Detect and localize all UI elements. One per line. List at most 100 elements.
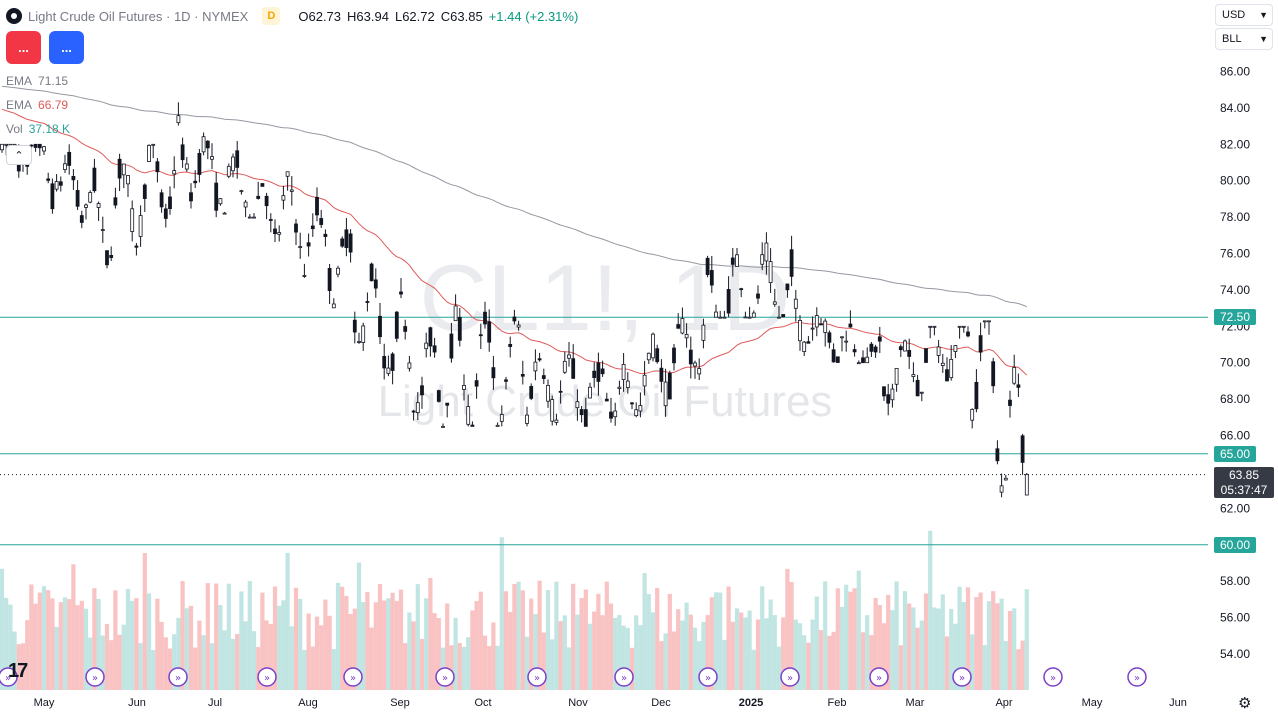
- candle[interactable]: [46, 178, 51, 181]
- candle[interactable]: [701, 324, 706, 341]
- candle[interactable]: [96, 203, 101, 208]
- candle[interactable]: [814, 315, 819, 328]
- candle[interactable]: [957, 325, 962, 328]
- candle[interactable]: [651, 333, 655, 359]
- event-marker-icon[interactable]: [698, 667, 718, 687]
- candle[interactable]: [777, 316, 781, 319]
- price-axis[interactable]: 86.0084.0082.0080.0078.0076.0074.0072.00…: [1220, 65, 1250, 661]
- candle[interactable]: [172, 170, 177, 175]
- candle[interactable]: [58, 181, 63, 186]
- candle[interactable]: [924, 348, 928, 363]
- candle[interactable]: [247, 216, 252, 219]
- candle[interactable]: [529, 386, 534, 399]
- candle[interactable]: [533, 361, 538, 372]
- candle[interactable]: [541, 375, 546, 379]
- candle[interactable]: [882, 386, 886, 397]
- candle[interactable]: [323, 233, 328, 237]
- candle[interactable]: [268, 219, 273, 221]
- event-marker-icon[interactable]: [0, 667, 18, 687]
- candle[interactable]: [487, 321, 492, 343]
- candle[interactable]: [176, 115, 181, 124]
- candle[interactable]: [138, 215, 143, 237]
- candle[interactable]: [457, 316, 462, 341]
- candle[interactable]: [264, 195, 269, 207]
- candle[interactable]: [289, 189, 294, 192]
- candle[interactable]: [483, 311, 487, 325]
- candle[interactable]: [310, 225, 315, 230]
- candle[interactable]: [609, 411, 613, 419]
- candle[interactable]: [730, 257, 735, 265]
- chevron-up-icon[interactable]: ⌃: [6, 145, 32, 165]
- candle[interactable]: [92, 167, 97, 192]
- candle[interactable]: [999, 485, 1004, 493]
- candle[interactable]: [407, 362, 412, 369]
- candle[interactable]: [919, 391, 924, 394]
- candle[interactable]: [646, 352, 651, 361]
- candle[interactable]: [260, 183, 265, 187]
- event-marker-icon[interactable]: [85, 667, 105, 687]
- legend-ema-fast[interactable]: EMA 66.79: [6, 98, 68, 112]
- candle[interactable]: [235, 150, 240, 168]
- candle[interactable]: [903, 340, 907, 352]
- candle[interactable]: [630, 402, 634, 405]
- candle[interactable]: [306, 242, 311, 247]
- event-marker-icon[interactable]: [952, 667, 972, 687]
- candle[interactable]: [835, 356, 840, 363]
- candle[interactable]: [554, 419, 559, 423]
- event-marker-icon[interactable]: [168, 667, 188, 687]
- candle[interactable]: [613, 410, 618, 418]
- candle[interactable]: [441, 425, 445, 428]
- candle[interactable]: [436, 390, 441, 402]
- tradingview-logo-icon[interactable]: 17: [8, 660, 28, 682]
- candle[interactable]: [75, 190, 80, 207]
- candle[interactable]: [147, 144, 151, 162]
- candle[interactable]: [189, 192, 193, 202]
- candle[interactable]: [504, 379, 508, 382]
- candle[interactable]: [508, 344, 513, 347]
- candle[interactable]: [453, 305, 458, 322]
- candle[interactable]: [466, 406, 471, 425]
- candle[interactable]: [760, 254, 765, 265]
- candle[interactable]: [932, 325, 937, 328]
- candle[interactable]: [781, 314, 786, 318]
- candle[interactable]: [420, 385, 424, 396]
- candle[interactable]: [298, 246, 303, 248]
- candle[interactable]: [126, 175, 130, 185]
- event-marker-icon[interactable]: [435, 667, 455, 687]
- candle[interactable]: [840, 336, 844, 339]
- candle[interactable]: [655, 348, 660, 363]
- candle[interactable]: [617, 386, 622, 389]
- sell-button[interactable]: ...: [6, 31, 41, 64]
- candle[interactable]: [789, 249, 794, 277]
- event-marker-icon[interactable]: [257, 667, 277, 687]
- candle[interactable]: [575, 401, 580, 409]
- candle[interactable]: [243, 201, 248, 208]
- candle[interactable]: [718, 316, 723, 319]
- candle[interactable]: [684, 334, 689, 339]
- candle[interactable]: [877, 336, 882, 342]
- candle[interactable]: [898, 346, 903, 351]
- candle[interactable]: [340, 238, 345, 247]
- event-marker-icon[interactable]: [527, 667, 547, 687]
- candle[interactable]: [117, 158, 122, 179]
- gear-icon[interactable]: ⚙: [1238, 695, 1252, 712]
- candle[interactable]: [54, 181, 59, 190]
- candle[interactable]: [214, 182, 219, 211]
- candle[interactable]: [693, 362, 697, 367]
- time-axis[interactable]: May Jun Jul Aug Sep Oct Nov Dec 2025 Feb Mar Apr May…: [34, 697, 1187, 709]
- candle[interactable]: [294, 223, 298, 233]
- candle[interactable]: [516, 324, 521, 328]
- candle[interactable]: [252, 216, 256, 219]
- candle[interactable]: [802, 341, 807, 352]
- candle[interactable]: [105, 250, 109, 266]
- candle[interactable]: [348, 233, 353, 253]
- candle[interactable]: [239, 190, 244, 193]
- candle[interactable]: [638, 405, 643, 412]
- candle[interactable]: [915, 379, 920, 397]
- candle[interactable]: [672, 347, 676, 364]
- event-marker-icon[interactable]: [343, 667, 363, 687]
- candle[interactable]: [201, 136, 206, 153]
- candle[interactable]: [142, 184, 147, 199]
- current-price-label[interactable]: 63.85 05:37:47: [1214, 466, 1274, 498]
